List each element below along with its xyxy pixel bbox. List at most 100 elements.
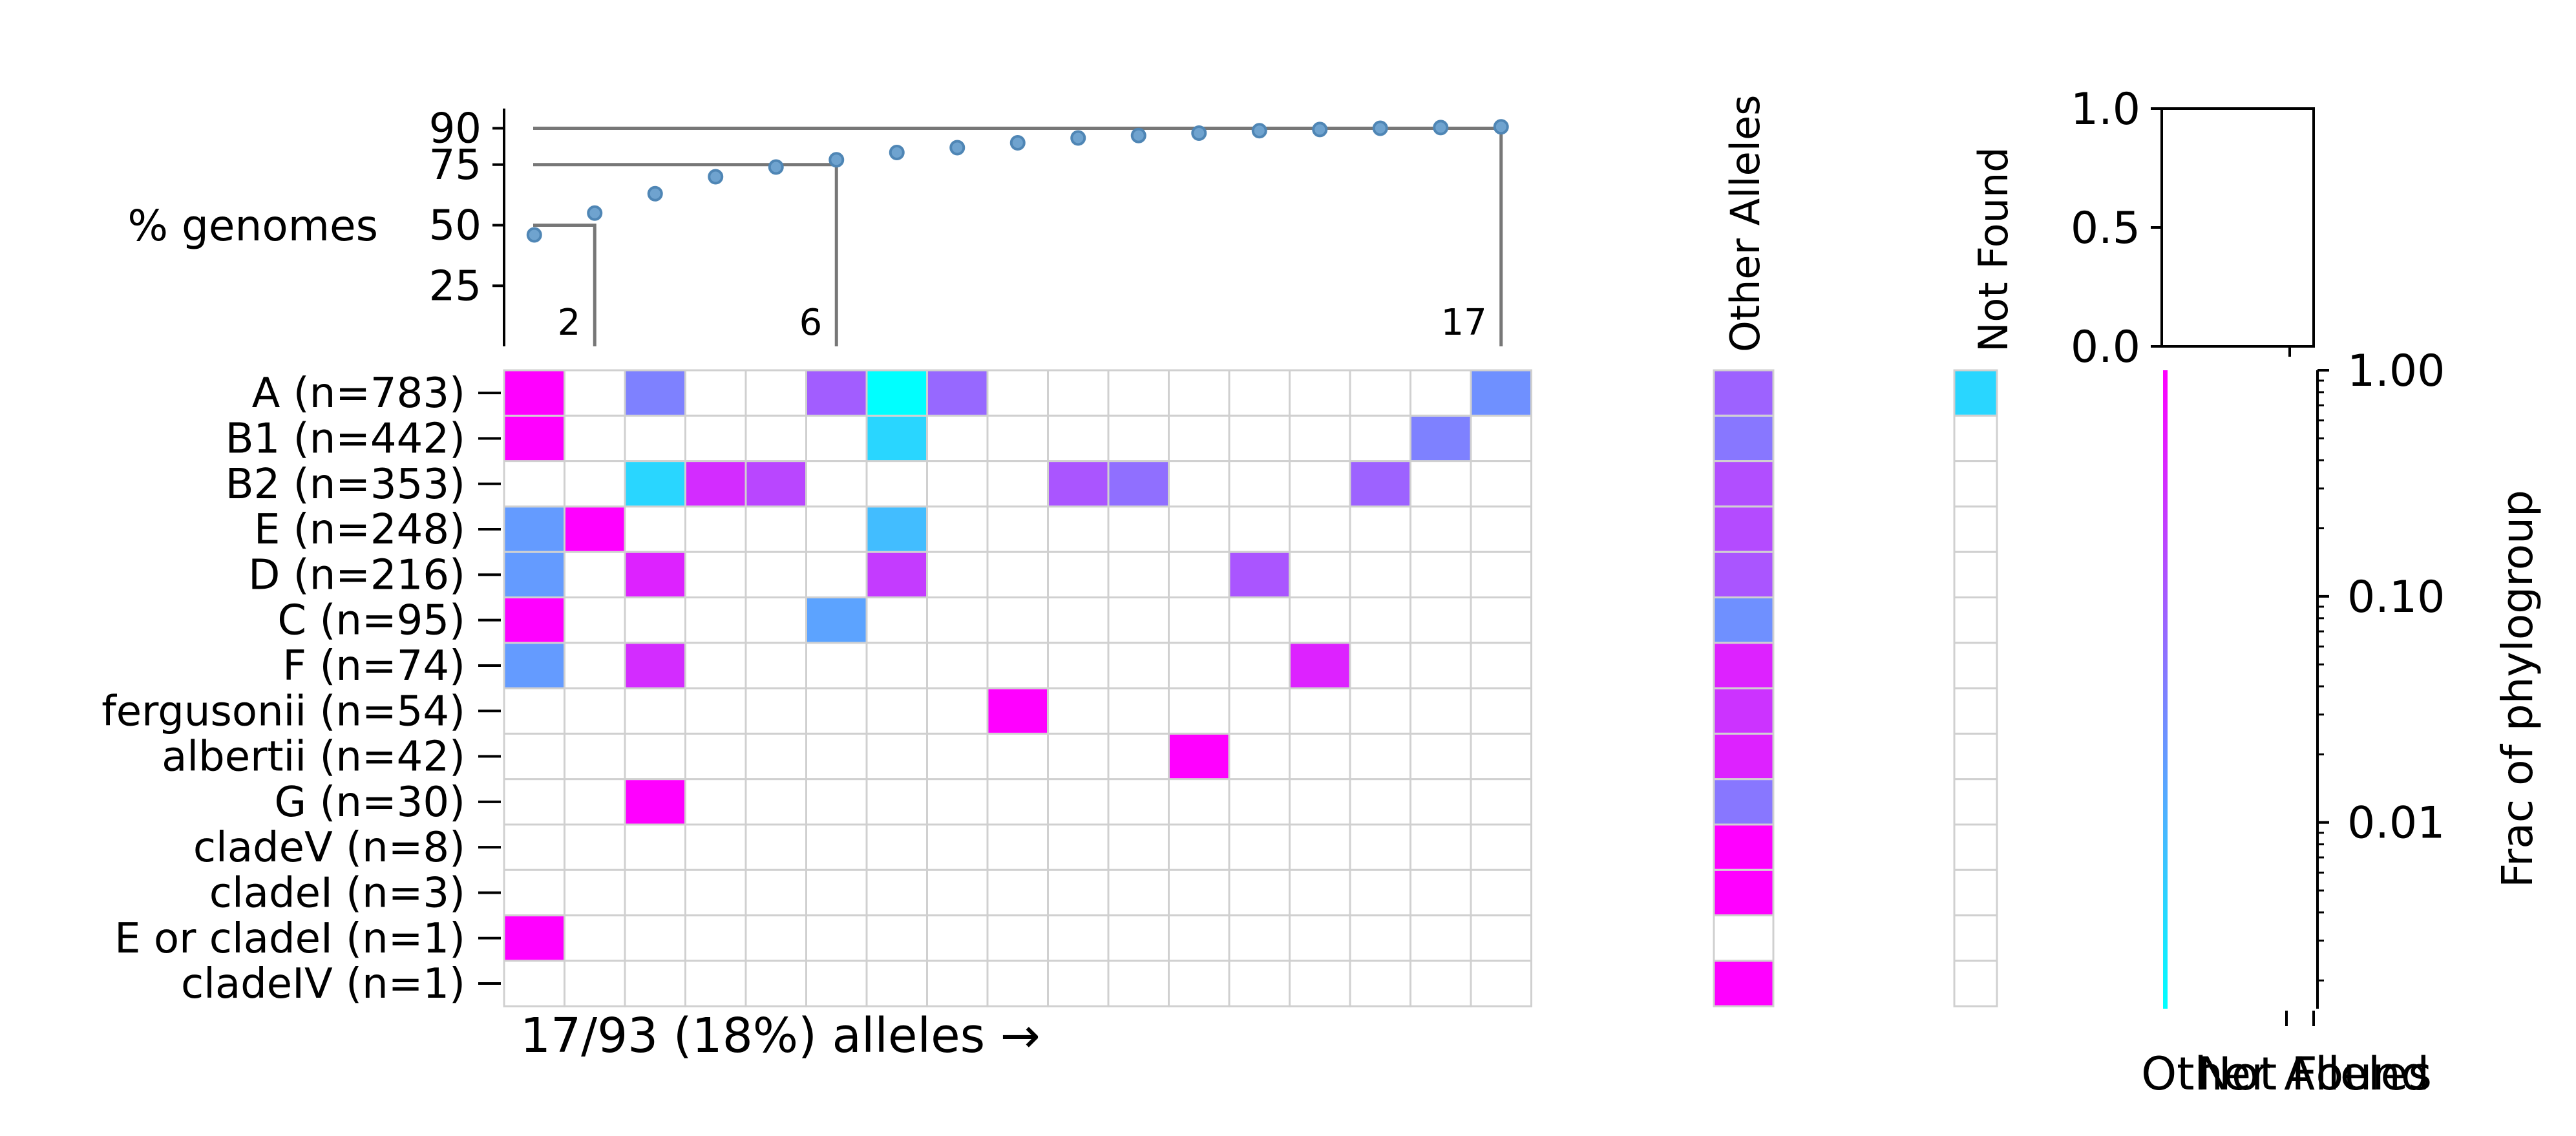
heatmap-cell [505,507,564,551]
heatmap-cell-bg [744,960,807,1007]
not-found-cell-bg [1953,778,1998,826]
cumulative-point [1312,121,1328,138]
heatmap-cell-bg [1289,914,1351,962]
heatmap-cell [686,462,745,506]
heatmap-cell-bg [1349,505,1411,553]
heatmap-cell-bg [1349,868,1411,917]
heatmap-cell-bg [986,369,1049,417]
heatmap-cell-bg [1168,960,1230,1007]
heatmap-cell-bg [1349,823,1411,871]
heatmap-cell-bg [1349,642,1411,689]
heatmap-cell-bg [1349,369,1411,417]
heatmap-cell-bg [744,596,807,644]
heatmap-cell-bg [624,505,686,553]
heatmap-cell-bg [564,687,626,735]
heatmap-cell [928,371,987,415]
heatmap-cell-bg [624,914,686,962]
not-found-cell-bg [1953,551,1998,599]
heatmap-cell-bg [1047,868,1110,917]
heatmap-cell-bg [503,868,565,917]
x-axis-label: 17/93 (18%) alleles → [520,1008,1040,1064]
colorbar-tick-label: 1.00 [2347,346,2445,397]
heatmap-cell-bg [1168,868,1230,917]
heatmap-cell [1291,644,1349,688]
heatmap-cell-bg [865,823,928,871]
not-found-cell-bg [1953,414,1998,463]
heatmap-cell-bg [744,914,807,962]
heatmap-cell-bg [1107,596,1170,644]
colorbar-x-label: Not Found [2198,1047,2430,1100]
heatmap-cell [746,462,805,506]
heatmap-cell-bg [1228,505,1291,553]
heatmap-cell-bg [1107,732,1170,781]
heatmap-cell-bg [1409,960,1472,1007]
heatmap-cell-bg [624,868,686,917]
cumulative-point [708,169,724,185]
heatmap-cell-bg [1107,505,1170,553]
heatmap-cell-bg [1228,596,1291,644]
heatmap-cell-bg [805,414,868,463]
heatmap-cell-bg [684,414,747,463]
heatmap-cell-bg [1107,642,1170,689]
heatmap-cell [505,644,564,688]
heatmap-cell-bg [986,505,1049,553]
cumulative-point [1130,127,1146,143]
not-found-cell-bg [1953,868,1998,917]
heatmap-cell-bg [1349,960,1411,1007]
heatmap-cell-bg [926,460,989,508]
heatmap-cell [626,552,684,596]
heatmap-cell-bg [926,732,989,781]
heatmap-cell-bg [1047,369,1110,417]
heatmap-cell-bg [986,732,1049,781]
other-alleles-cell [1715,416,1773,461]
threshold-guide-line [533,224,596,346]
cumulative-point [829,152,845,168]
heatmap-cell-bg [865,960,928,1007]
row-label: D (n=216) [248,551,465,599]
heatmap-cell-bg [986,414,1049,463]
heatmap-cell-bg [986,551,1049,599]
heatmap-cell-bg [865,596,928,644]
heatmap-cell [565,507,624,551]
heatmap-cell-bg [1047,732,1110,781]
heatmap-cell-bg [1168,642,1230,689]
heatmap-cell-bg [1047,551,1110,599]
heatmap-cell-bg [1107,414,1170,463]
heatmap-cell-bg [624,596,686,644]
not-found-cell-bg [1953,642,1998,689]
heatmap-cell-bg [684,505,747,553]
heatmap-cell-bg [1409,369,1472,417]
other-alleles-cell-bg [1713,914,1775,962]
heatmap-cell-bg [1107,687,1170,735]
heatmap-cell [867,371,926,415]
heatmap-cell-bg [684,823,747,871]
heatmap-cell-bg [564,369,626,417]
heatmap-cell-bg [1228,460,1291,508]
heatmap-cell-bg [1168,596,1230,644]
heatmap-cell-bg [684,369,747,417]
heatmap-cell-bg [1470,414,1532,463]
row-label: cladeIV (n=1) [181,960,465,1008]
heatmap-cell [807,598,866,642]
other-alleles-cell [1715,734,1773,779]
heatmap-cell-bg [744,823,807,871]
heatmap-cell-bg [503,778,565,826]
row-label: A (n=783) [252,370,465,417]
cumulative-point [1070,130,1086,146]
colorbar-gradient [2163,370,2168,1009]
row-label: cladeI (n=3) [209,869,465,917]
heatmap-cell-bg [1409,778,1472,826]
heatmap-cell-bg [805,914,868,962]
top-y-tick-label: 75 [429,142,481,189]
heatmap-cell-bg [624,823,686,871]
heatmap-cell-bg [1409,687,1472,735]
heatmap-cell-bg [805,505,868,553]
heatmap-cell-bg [1228,778,1291,826]
heatmap-cell-bg [926,960,989,1007]
heatmap-cell-bg [564,596,626,644]
heatmap-cell-bg [744,778,807,826]
heatmap-cell-bg [805,868,868,917]
heatmap-cell-bg [1289,868,1351,917]
small-panel-y-tick-label: 0.5 [2071,203,2140,254]
row-label: F (n=74) [282,642,465,690]
